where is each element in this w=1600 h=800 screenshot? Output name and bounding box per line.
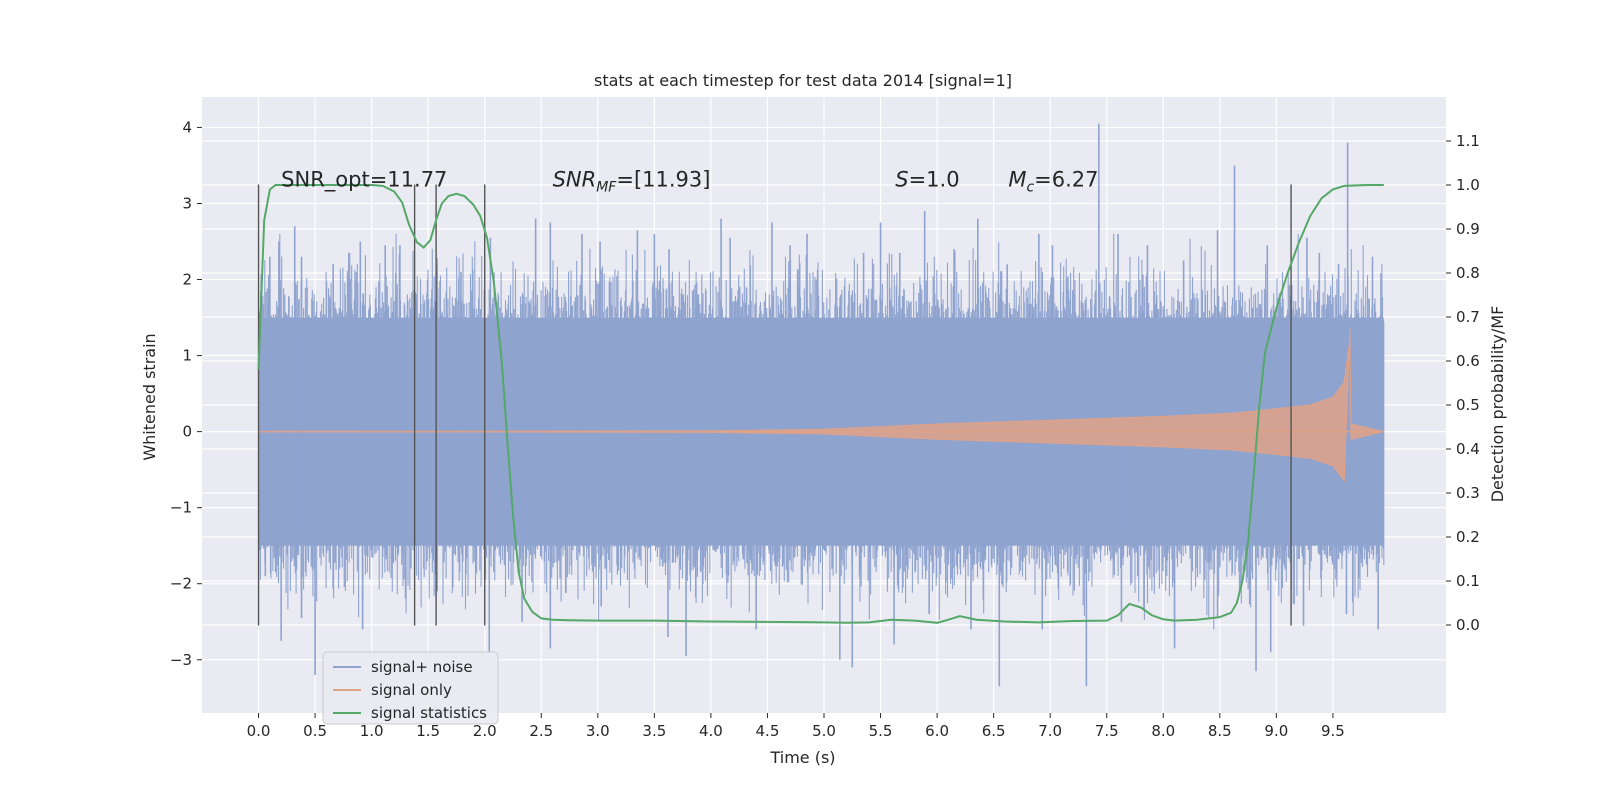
x-tick-label: 3.5 (642, 722, 666, 740)
x-tick-label: 0.0 (247, 722, 271, 740)
y2-tick-label: 0.7 (1456, 308, 1480, 326)
x-tick-label: 8.5 (1208, 722, 1232, 740)
y2-tick-label: 0.2 (1456, 528, 1480, 546)
annotation: S=1.0 (895, 168, 959, 192)
x-tick-label: 1.0 (360, 722, 384, 740)
legend-label: signal statistics (371, 704, 487, 722)
x-tick-label: 7.5 (1095, 722, 1119, 740)
y2-tick-label: 0.1 (1456, 572, 1480, 590)
plot-area: 0.0 0.5 1.0 1.5 2.0 2.5 3.0 3.5 4.0 4.5 5.0 5.5 6.0 6… (170, 97, 1480, 740)
y-tick-label: 4 (182, 118, 192, 136)
y2-tick-label: 0.0 (1456, 616, 1480, 634)
y-tick-label: 3 (182, 194, 192, 212)
y-tick-label: −3 (170, 651, 192, 669)
x-tick-label: 0.5 (303, 722, 327, 740)
x-tick-label: 9.0 (1264, 722, 1288, 740)
x-tick-label: 4.0 (699, 722, 723, 740)
x-tick-label: 8.0 (1151, 722, 1175, 740)
x-tick-label: 7.0 (1038, 722, 1062, 740)
x-axis-label: Time (s) (769, 748, 835, 767)
x-tick-label: 5.0 (812, 722, 836, 740)
y-axis-label: Whitened strain (140, 333, 159, 460)
y2-tick-label: 0.6 (1456, 352, 1480, 370)
y2-tick-label: 0.9 (1456, 220, 1480, 238)
legend-box (322, 651, 499, 725)
y-tick-label: 0 (182, 423, 192, 441)
x-tick-label: 6.5 (982, 722, 1006, 740)
x-tick-label: 4.5 (756, 722, 780, 740)
x-tick-label: 3.0 (586, 722, 610, 740)
x-tick-label: 2.0 (473, 722, 497, 740)
x-tick-label: 9.5 (1321, 722, 1345, 740)
series-signal-only (258, 328, 1384, 483)
y-tick-label: 2 (182, 271, 192, 289)
y-tick-label: 1 (182, 347, 192, 365)
annotation: SNRMF=[11.93] (553, 168, 711, 196)
y2-tick-label: 0.3 (1456, 484, 1480, 502)
y-tick-label: −1 (170, 499, 192, 517)
y-tick-label: −2 (170, 575, 192, 593)
x-tick-label: 2.5 (529, 722, 553, 740)
x-tick-label: 6.0 (925, 722, 949, 740)
chart-title: stats at each timestep for test data 201… (594, 71, 1012, 90)
x-tick-label: 5.5 (869, 722, 893, 740)
legend: signal+ noise signal only signal statistic… (322, 651, 499, 725)
y2-tick-label: 1.1 (1456, 132, 1480, 150)
series-signal-statistics (257, 184, 1384, 624)
y2-tick-label: 0.5 (1456, 396, 1480, 414)
y2-axis-label: Detection probability/MF (1488, 306, 1507, 503)
y2-tick-label: 1.0 (1456, 176, 1480, 194)
y2-tick-label: 0.8 (1456, 264, 1480, 282)
legend-label: signal only (371, 681, 452, 699)
y2-tick-label: 0.4 (1456, 440, 1480, 458)
annotation: Mc=6.27 (1008, 168, 1098, 196)
legend-label: signal+ noise (371, 658, 473, 676)
annotation: SNR_opt=11.77 (281, 168, 447, 193)
x-tick-label: 1.5 (416, 722, 440, 740)
